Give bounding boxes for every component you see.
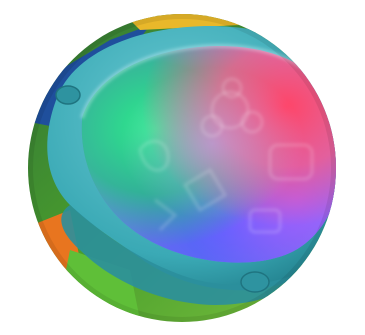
- shell-lower-lip: [61, 205, 315, 305]
- yellow-toy-part: [120, 14, 240, 30]
- dome-glow-center: [81, 45, 336, 263]
- dome-embossed-shapes: [138, 77, 314, 234]
- shell-bump-bottom: [240, 271, 270, 293]
- embossed-arrow: [154, 198, 178, 232]
- embossed-petal-left: [200, 114, 224, 138]
- glowing-dome: [80, 43, 336, 263]
- embossed-diamond: [182, 167, 228, 213]
- embossed-flower: [210, 90, 250, 130]
- shell-bump-left: [55, 85, 81, 105]
- embossed-petal-top: [221, 77, 243, 99]
- embossed-petal-right: [240, 110, 264, 134]
- embossed-small-square: [248, 208, 282, 234]
- embossed-leaf: [138, 139, 170, 172]
- embossed-square: [268, 143, 314, 181]
